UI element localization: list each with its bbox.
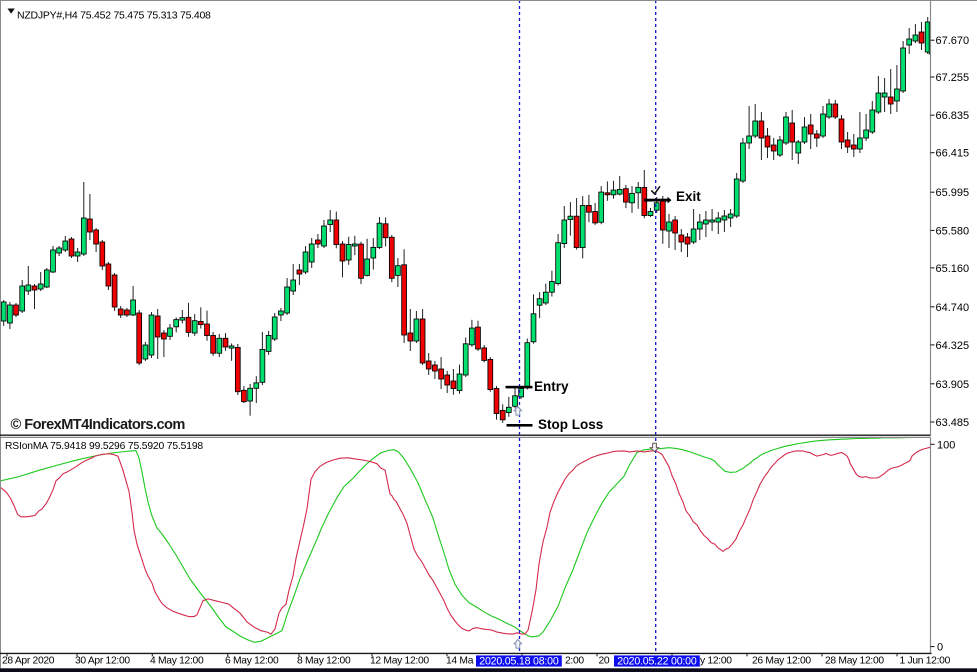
svg-text:2020.05.18 08:00: 2020.05.18 08:00: [479, 655, 559, 667]
svg-text:63.485: 63.485: [936, 417, 970, 429]
svg-text:2:00: 2:00: [565, 656, 584, 667]
svg-text:66.835: 66.835: [936, 110, 970, 122]
svg-text:100: 100: [937, 439, 955, 451]
svg-text:2020.05.22 00:00: 2020.05.22 00:00: [617, 655, 697, 667]
svg-text:12 May 12:00: 12 May 12:00: [370, 656, 429, 667]
svg-text:y 12:00: y 12:00: [700, 656, 732, 667]
svg-text:28 May 12:00: 28 May 12:00: [825, 656, 884, 667]
svg-text:1 Jun 12:00: 1 Jun 12:00: [900, 656, 951, 667]
svg-text:Stop Loss: Stop Loss: [538, 417, 603, 432]
svg-text:26 May 12:00: 26 May 12:00: [752, 656, 811, 667]
svg-text:65.160: 65.160: [936, 263, 970, 275]
svg-text:64.740: 64.740: [936, 302, 970, 314]
svg-text:© ForexMT4Indicators.com: © ForexMT4Indicators.com: [11, 417, 186, 433]
svg-text:20: 20: [599, 656, 610, 667]
svg-text:67.670: 67.670: [936, 35, 970, 47]
svg-text:Entry: Entry: [534, 379, 569, 394]
svg-text:NZDJPY#,H4 75.452 75.475 75.3: NZDJPY#,H4 75.452 75.475 75.313 75.408: [17, 10, 211, 22]
svg-text:30 Apr 12:00: 30 Apr 12:00: [75, 656, 130, 667]
svg-text:67.255: 67.255: [936, 72, 970, 84]
svg-text:RSIonMA 75.9418 99.5296 75.592: RSIonMA 75.9418 99.5296 75.5920 75.5198: [5, 441, 203, 452]
svg-text:65.995: 65.995: [936, 187, 970, 199]
svg-text:0: 0: [937, 642, 943, 654]
svg-text:66.415: 66.415: [936, 148, 970, 160]
svg-text:4 May 12:00: 4 May 12:00: [150, 656, 204, 667]
svg-text:63.905: 63.905: [936, 379, 970, 391]
svg-text:64.325: 64.325: [936, 340, 970, 352]
svg-text:Exit: Exit: [676, 189, 701, 204]
svg-text:8 May 12:00: 8 May 12:00: [297, 656, 351, 667]
svg-text:6 May 12:00: 6 May 12:00: [225, 656, 279, 667]
svg-text:65.580: 65.580: [936, 225, 970, 237]
svg-text:28 Apr 2020: 28 Apr 2020: [2, 656, 55, 667]
svg-text:14 Ma: 14 Ma: [446, 656, 474, 667]
